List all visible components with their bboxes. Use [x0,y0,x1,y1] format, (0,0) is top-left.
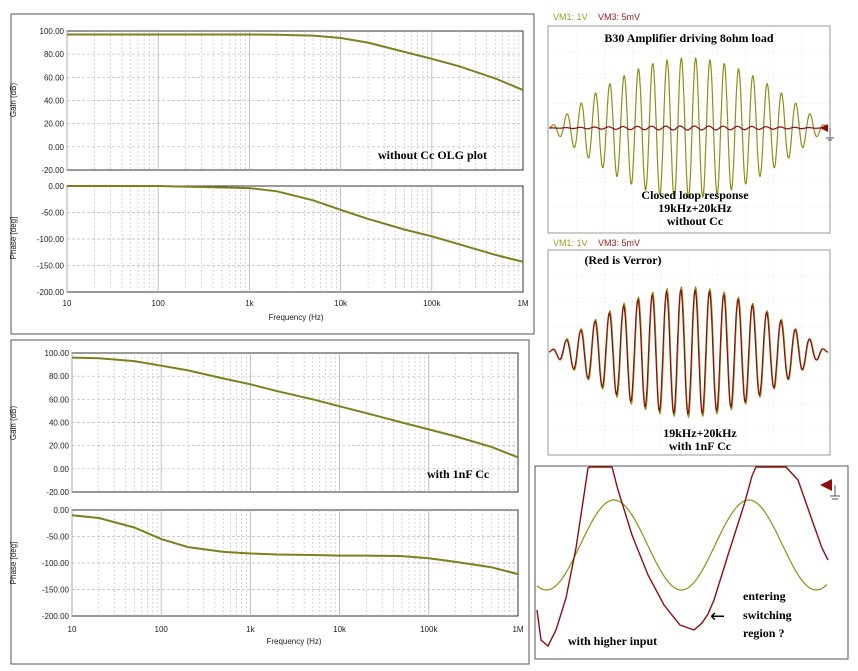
gain-y-tick-label: -20.00 [46,488,69,497]
phase-y-tick-labels: 0.00 -50.00 -100.00 -150.00 -200.00 [37,182,65,297]
phase-grid [71,509,519,617]
phase-y-tick-label: -50.00 [41,209,64,218]
x-tick-labels: 10 100 1k 10k 100k 1M [68,625,524,634]
gain-y-axis-label: Gain (dB) [9,83,18,118]
gain-y-tick-label: 60.00 [49,395,70,404]
x-axis-label: Frequency (Hz) [268,313,323,322]
scope-2-caption-line-1: 19kHz+20kHz [663,426,737,440]
phase-y-tick-label: -150.00 [42,586,70,595]
gain-y-tick-label: 40.00 [44,97,65,106]
x-tick-label: 100k [423,299,441,308]
scope-1-trace-vm3 [549,125,828,131]
x-tick-label: 100 [155,625,169,634]
phase-y-tick-label: -200.00 [37,288,65,297]
x-tick-labels: 10 100 1k 10k 100k 1M [63,299,529,308]
gain-y-tick-label: 100.00 [45,349,70,358]
gain-y-tick-label: 20.00 [49,442,70,451]
gain-y-tick-label: 80.00 [49,372,70,381]
x-tick-label: 10 [63,299,72,308]
x-tick-label: 100 [152,299,166,308]
gain-series-line [67,33,524,92]
scope-3-ground-marker [820,479,840,500]
gain-annotation: with 1nF Cc [427,467,490,481]
gain-y-tick-label: -20.00 [41,166,64,175]
phase-y-tick-label: -100.00 [37,235,65,244]
x-tick-label: 100k [420,625,438,634]
gain-y-tick-label: 0.00 [48,143,64,152]
phase-y-axis-label: Phase [deg] [9,542,18,585]
scope-2-channel-2-label: VM3: 5mV [598,238,640,248]
gain-y-tick-label: 0.00 [53,465,69,474]
x-tick-label: 1k [246,625,255,634]
phase-grid [66,185,524,293]
gain-y-tick-label: 60.00 [44,73,65,82]
scope-2-trace-vm3 [548,289,828,416]
gain-grid [66,30,524,171]
scope-1-channel-2-label: VM3: 5mV [598,12,640,22]
gain-annotation: without Cc OLG plot [378,148,487,162]
gain-y-tick-label: 20.00 [44,120,65,129]
scope-2-caption-line-2: with 1nF Cc [669,439,732,453]
gain-y-tick-label: 100.00 [40,27,65,36]
scope-1-caption-line-3: without Cc [667,214,724,228]
x-axis-label: Frequency (Hz) [266,637,321,646]
scope-1-channel-1-label: VM1: 1V [553,12,588,22]
scope-3-annotation-line-1: entering [743,589,786,603]
phase-y-axis-label: Phase [deg] [9,217,18,260]
scope-3-annotation-line-3: region ? [743,626,784,640]
phase-y-tick-label: -50.00 [46,533,69,542]
phase-series-line [71,514,519,576]
scope-3: with higher input ← entering switching r… [534,465,849,660]
scope-3-trace-vm1 [536,499,828,591]
scope-3-frame [534,465,849,660]
gain-y-tick-labels: 100.00 80.00 60.00 40.00 20.00 0.00 -20.00 [40,27,65,175]
phase-y-tick-label: -200.00 [42,612,70,621]
scope-3-arrow: ← [710,606,725,627]
scope-1-grid [548,26,830,233]
scope-3-annotation-left: with higher input [568,634,657,648]
scope-3-annotation-line-2: switching [743,608,792,622]
phase-y-tick-label: 0.00 [53,506,69,515]
gain-y-tick-label: 40.00 [49,419,70,428]
x-tick-label: 1M [517,299,528,308]
bode-panel-2-frame [10,339,530,665]
scope-1-trace-vm1 [549,56,828,200]
phase-y-tick-label: -100.00 [42,559,70,568]
scope-1-caption-line-2: 19kHz+20kHz [658,201,732,215]
gain-grid [71,352,519,493]
phase-y-tick-label: 0.00 [48,182,64,191]
x-tick-label: 10 [68,625,77,634]
phase-series-line [67,185,524,263]
scope-1-title: B30 Amplifier driving 8ohm load [604,31,773,45]
phase-y-tick-labels: 0.00 -50.00 -100.00 -150.00 -200.00 [42,506,70,621]
scope-1: VM1: 1V VM3: 5mV B30 Amplifier driving 8… [547,12,834,234]
scope-2-trace-vm1 [549,285,828,419]
gain-series-line [71,356,519,459]
scope-2-channel-1-label: VM1: 1V [553,238,588,248]
scope-1-ground-marker [820,124,834,141]
gain-y-tick-labels: 100.00 80.00 60.00 40.00 20.00 0.00 -20.00 [45,349,70,497]
phase-y-tick-label: -150.00 [37,262,65,271]
bode-panel-1-frame [10,13,535,335]
scope-1-caption-line-1: Closed loop response [641,188,749,202]
x-tick-label: 1M [512,625,523,634]
scope-2: VM1: 1V VM3: 5mV (Red is Verror) 19kHz+2… [547,238,831,456]
x-tick-label: 10k [334,299,348,308]
scope-2-title: (Red is Verror) [584,253,661,267]
x-tick-label: 1k [245,299,254,308]
gain-y-tick-label: 80.00 [44,50,65,59]
x-tick-label: 10k [333,625,347,634]
scope-3-trace-vm3 [536,466,829,648]
gain-y-axis-label: Gain (dB) [9,406,18,441]
